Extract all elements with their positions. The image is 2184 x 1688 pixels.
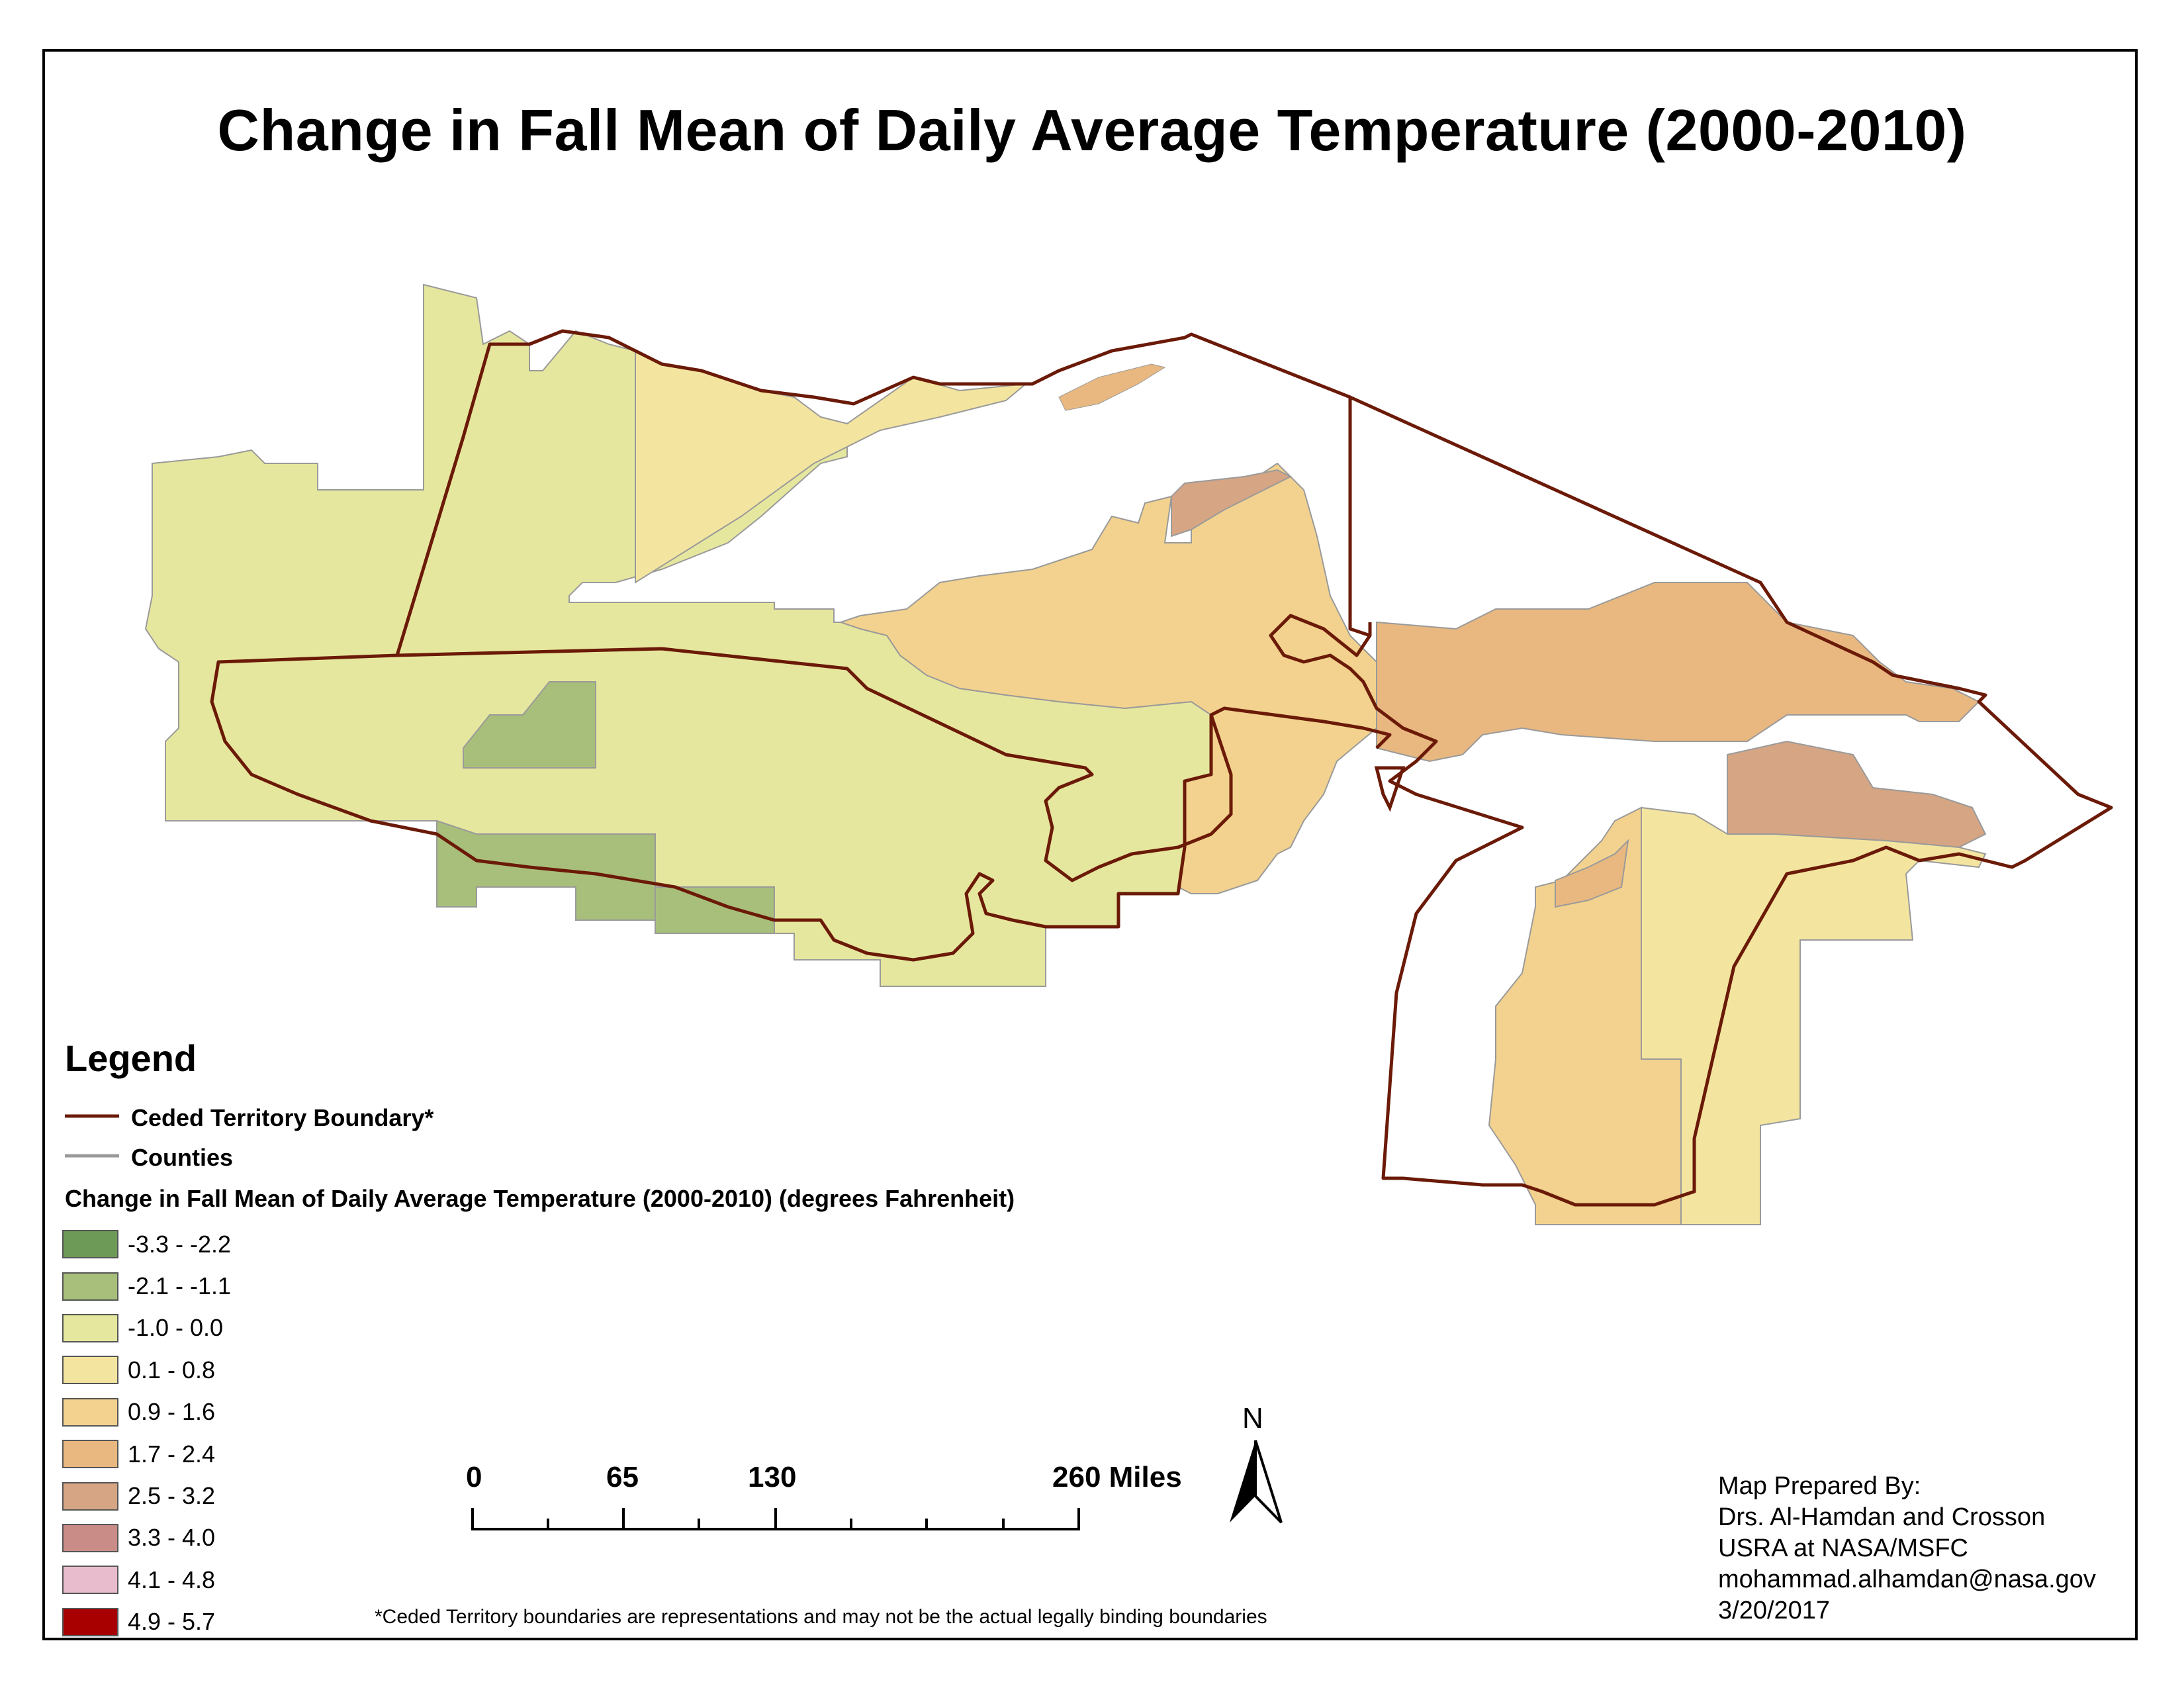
- legend-class: -2.1 - -1.1: [62, 1265, 231, 1307]
- legend-class-label: 4.9 - 5.7: [128, 1608, 216, 1636]
- legend-class-label: 2.5 - 3.2: [128, 1482, 216, 1510]
- legend-swatch: [62, 1272, 118, 1301]
- legend-boundary-label: Ceded Territory Boundary*: [131, 1104, 434, 1131]
- legend-class-label: 3.3 - 4.0: [128, 1524, 216, 1552]
- legend-class: 3.3 - 4.0: [62, 1517, 231, 1559]
- scale-label-65: 65: [606, 1461, 639, 1493]
- legend-swatch: [62, 1230, 118, 1259]
- legend-class-label: -1.0 - 0.0: [128, 1314, 224, 1342]
- credits-line: Map Prepared By:: [1718, 1472, 1921, 1500]
- legend-swatch: [62, 1313, 118, 1342]
- legend-class: 0.1 - 0.8: [62, 1349, 231, 1391]
- north-arrow-icon: [1230, 1440, 1283, 1524]
- legend-counties-row: Counties: [131, 1141, 233, 1174]
- map-title: Change in Fall Mean of Daily Average Tem…: [217, 97, 1967, 163]
- legend-swatch: [62, 1481, 118, 1511]
- region-upper-peninsula-east: [1376, 582, 1980, 763]
- north-label: N: [1242, 1402, 1263, 1434]
- scale-label-0: 0: [466, 1461, 482, 1493]
- legend-class-label: -2.1 - -1.1: [128, 1272, 232, 1300]
- region-keweenaw: [1171, 469, 1293, 538]
- legend-swatch: [62, 1356, 118, 1385]
- legend-counties-label: Counties: [131, 1144, 234, 1171]
- legend-class-label: 0.1 - 0.8: [128, 1356, 216, 1383]
- credits: Map Prepared By: Drs. Al-Hamdan and Cros…: [1718, 1471, 2096, 1626]
- legend-swatch: [62, 1607, 118, 1636]
- legend-swatch: [62, 1397, 118, 1427]
- region-lower-peninsula-north: [1727, 740, 1987, 849]
- legend-class: -1.0 - 0.0: [62, 1307, 231, 1349]
- credits-line: mohammad.alhamdan@nasa.gov: [1718, 1566, 2096, 1593]
- scale-label-130: 130: [748, 1461, 797, 1493]
- ceded-territory-boundary: [210, 329, 2113, 1207]
- legend-class: 4.9 - 5.7: [62, 1601, 231, 1643]
- legend-class: 2.5 - 3.2: [62, 1475, 231, 1517]
- boundary-sault-west: [1374, 766, 1406, 812]
- credits-line: USRA at NASA/MSFC: [1718, 1534, 1968, 1562]
- credits-line: Drs. Al-Hamdan and Crosson: [1718, 1503, 2046, 1531]
- legend-classes: -3.3 - -2.2 -2.1 - -1.1 -1.0 - 0.0 0.1 -…: [62, 1223, 231, 1643]
- legend-boundary-row: Ceded Territory Boundary*: [131, 1102, 433, 1135]
- legend-class-label: 0.9 - 1.6: [128, 1398, 216, 1426]
- legend-class: 1.7 - 2.4: [62, 1433, 231, 1475]
- region-green-central: [463, 681, 596, 769]
- scale-label-260-miles: 260 Miles: [1052, 1461, 1182, 1493]
- footnote: *Ceded Territory boundaries are represen…: [375, 1606, 1267, 1628]
- legend-swatch: [62, 1523, 118, 1552]
- region-lower-peninsula-west: [1488, 806, 1682, 1225]
- region-isle-royale: [1058, 363, 1166, 411]
- legend-class-label: 4.1 - 4.8: [128, 1566, 216, 1593]
- legend-class-label: 1.7 - 2.4: [128, 1440, 216, 1468]
- legend-swatch: [62, 1440, 118, 1469]
- legend-title: Legend: [65, 1037, 197, 1079]
- legend-class: 0.9 - 1.6: [62, 1391, 231, 1433]
- legend-class: 4.1 - 4.8: [62, 1559, 231, 1601]
- scale-bar: [471, 1508, 1080, 1530]
- legend-class: -3.3 - -2.2: [62, 1223, 231, 1265]
- region-green-southeast: [655, 886, 775, 934]
- credits-line: 3/20/2017: [1718, 1597, 1831, 1624]
- legend-class-label: -3.3 - -2.2: [128, 1230, 232, 1258]
- map-frame: [42, 49, 2138, 1640]
- region-lower-peninsula-northwest: [1555, 839, 1629, 908]
- legend-subtitle: Change in Fall Mean of Daily Average Tem…: [65, 1185, 1015, 1212]
- legend-swatch: [62, 1566, 118, 1595]
